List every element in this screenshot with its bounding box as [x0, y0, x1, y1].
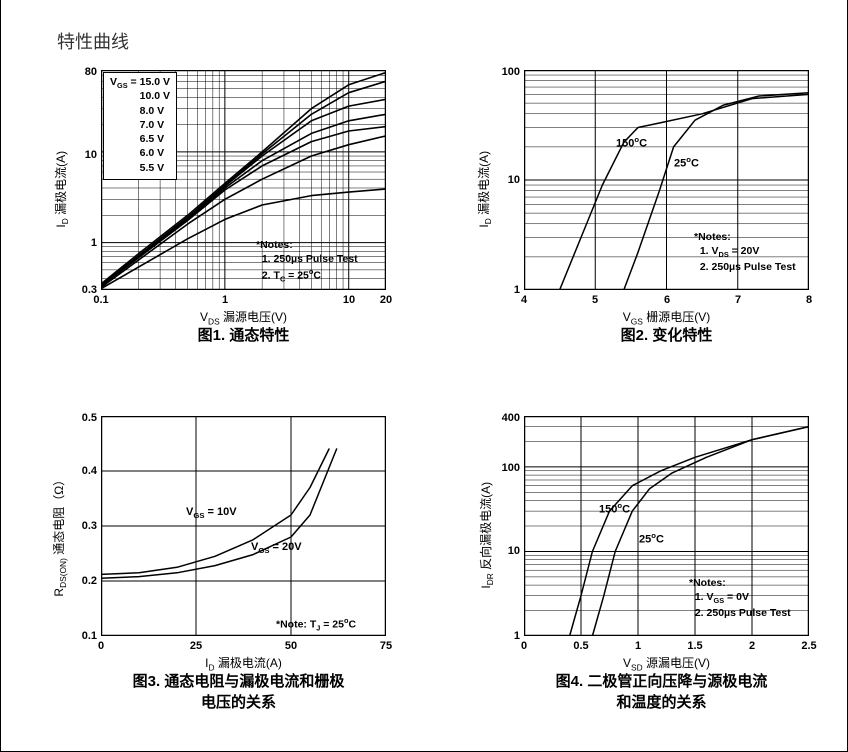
fig3-ytick: 0.2 — [71, 575, 97, 587]
fig1-ytick: 0.3 — [71, 284, 97, 296]
fig1-legend-item: 8.0 V — [140, 105, 165, 117]
fig2-note: *Notes: — [694, 231, 731, 243]
fig4-title-l1: 图4. 二极管正向压降与源极电流 — [556, 673, 768, 690]
fig4-xtick: 2 — [749, 640, 755, 652]
fig2-ylabel: ID 漏极电流(A) — [475, 99, 493, 279]
fig1-legend-item: 6.0 V — [140, 147, 165, 159]
page: 特性曲线 ID 漏极电流(A) 0.1 1 10 20 0.3 1 10 80 … — [0, 0, 848, 752]
fig1-legend-item: 15.0 V — [140, 76, 170, 88]
fig4-xtick: 1.5 — [687, 640, 702, 652]
fig2-ytick: 10 — [494, 174, 520, 186]
fig4-curve-label-25: 25oC — [639, 531, 664, 546]
fig1-ytick: 1 — [71, 237, 97, 249]
fig3-curve-label-20v: VGS = 20V — [251, 541, 302, 555]
fig1-notes: *Notes: 1. 250μs Pulse Test 2. TC = 25oC — [256, 238, 358, 284]
fig1-ytick: 10 — [71, 149, 97, 161]
fig3-panel: RDS(ON) 通态电阻（Ω） 0 25 50 75 0.1 0.2 0.3 0… — [1, 406, 424, 752]
fig3-ylabel: RDS(ON) 通态电阻（Ω） — [50, 435, 68, 635]
fig2-curve-label-150: 150oC — [616, 135, 647, 150]
fig2-ytick: 100 — [494, 66, 520, 78]
page-title: 特性曲线 — [57, 28, 129, 54]
fig4-ytick: 1 — [494, 630, 520, 642]
fig4-xtick: 2.5 — [801, 640, 816, 652]
fig3-notes: *Note: TJ = 25oC — [276, 616, 356, 634]
fig1-xtick: 1 — [222, 294, 228, 306]
fig2-panel: ID 漏极电流(A) 4 5 6 7 8 1 10 100 VGS 栅源电压(V… — [424, 60, 847, 406]
fig3-ytick: 0.3 — [71, 520, 97, 532]
fig2-xtick: 6 — [664, 294, 670, 306]
fig1-legend-item: 10.0 V — [140, 90, 170, 102]
fig3-curve-label-10v: VGS = 10V — [186, 506, 237, 520]
fig2-xtick: 4 — [521, 294, 527, 306]
fig3-ytick: 0.5 — [71, 412, 97, 424]
fig4-panel: IDR 反向漏极电流(A) 0 0.5 1 1.5 2 2.5 1 10 100… — [424, 406, 847, 752]
fig4-xtick: 0 — [521, 640, 527, 652]
fig1-legend-item: 5.5 V — [140, 162, 165, 174]
fig2-notes: *Notes: 1. VDS = 20V 2. 250μs Pulse Test — [694, 230, 796, 275]
fig1-legend-item: 6.5 V — [140, 133, 165, 145]
fig3-xtick: 75 — [380, 640, 392, 652]
fig4-xtick: 1 — [635, 640, 641, 652]
fig4-title-l2: 和温度的关系 — [494, 691, 829, 712]
fig2-xtick: 8 — [806, 294, 812, 306]
fig3-ytick: 0.1 — [71, 630, 97, 642]
fig2-xtick: 7 — [735, 294, 741, 306]
fig3-xtick: 0 — [98, 640, 104, 652]
fig1-xtick: 10 — [343, 294, 355, 306]
fig1-panel: ID 漏极电流(A) 0.1 1 10 20 0.3 1 10 80 VDS 漏… — [1, 60, 424, 406]
fig2-title: 图2. 变化特性 — [524, 324, 809, 345]
fig1-xtick: 20 — [380, 294, 392, 306]
fig4-ytick: 100 — [494, 462, 520, 474]
fig2-ytick: 1 — [494, 284, 520, 296]
fig4-note: *Notes: — [689, 577, 726, 589]
fig3-plot — [101, 416, 386, 636]
fig3-title: 图3. 通态电阻与漏极电流和栅极 电压的关系 — [71, 670, 406, 712]
fig1-ytick: 80 — [71, 66, 97, 78]
fig4-ylabel: IDR 反向漏极电流(A) — [477, 435, 495, 635]
charts-grid: ID 漏极电流(A) 0.1 1 10 20 0.3 1 10 80 VDS 漏… — [1, 60, 847, 751]
fig3-ytick: 0.4 — [71, 465, 97, 477]
fig4-notes: *Notes: 1. VGS = 0V 2. 250μs Pulse Test — [689, 576, 791, 621]
fig1-ylabel: ID 漏极电流(A) — [52, 99, 70, 279]
fig3-xtick: 25 — [190, 640, 202, 652]
fig3-title-l2: 电压的关系 — [71, 691, 406, 712]
fig4-curve-label-150: 150oC — [599, 501, 630, 516]
fig1-title: 图1. 通态特性 — [101, 324, 386, 345]
fig4-xtick: 0.5 — [573, 640, 588, 652]
fig4-ytick: 10 — [494, 545, 520, 557]
fig3-title-l1: 图3. 通态电阻与漏极电流和栅极 — [133, 673, 345, 690]
fig4-title: 图4. 二极管正向压降与源极电流 和温度的关系 — [494, 670, 829, 712]
fig2-curve-label-25: 25oC — [674, 155, 699, 170]
fig1-note: *Notes: — [256, 239, 293, 251]
fig2-xtick: 5 — [592, 294, 598, 306]
fig3-xtick: 50 — [285, 640, 297, 652]
fig4-ytick: 400 — [494, 412, 520, 424]
fig1-legend-item: 7.0 V — [140, 119, 165, 131]
fig1-legend: VGS = 15.0 V VGS = 10.0 V VGS = 8.0 V VG… — [103, 72, 177, 180]
